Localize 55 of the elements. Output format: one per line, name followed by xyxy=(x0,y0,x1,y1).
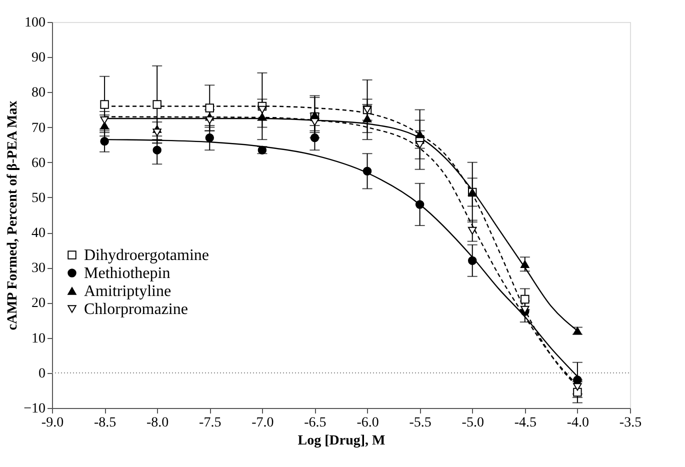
x-tick-label: -7.0 xyxy=(252,416,274,430)
x-tick-label: -7.5 xyxy=(199,416,222,430)
y-tick-label: 70 xyxy=(32,120,46,136)
point xyxy=(258,112,267,121)
point xyxy=(152,128,162,136)
y-tick-label: 20 xyxy=(32,296,46,312)
y-axis-title: cAMP Formed, Percent of β-PEA Max xyxy=(6,100,21,330)
point xyxy=(468,256,477,265)
point xyxy=(573,388,582,397)
point xyxy=(205,133,214,142)
y-tick-label: −10 xyxy=(24,402,46,416)
y-tick-label: 40 xyxy=(32,226,46,242)
point xyxy=(520,260,530,268)
x-tick-label: -8.0 xyxy=(146,416,169,430)
x-tick-label: -4.5 xyxy=(514,416,536,430)
y-tick-label: 80 xyxy=(32,86,46,101)
y-tick-label: 10 xyxy=(32,331,46,346)
point xyxy=(310,133,320,142)
x-tick-label: -6.0 xyxy=(356,416,379,430)
y-tick-label: 50 xyxy=(32,190,46,206)
y-tick-label: 60 xyxy=(32,156,46,171)
y-tick-label: 100 xyxy=(24,16,46,30)
point xyxy=(100,122,109,130)
point xyxy=(573,383,582,391)
x-tick-label: -6.5 xyxy=(304,416,326,430)
x-axis-title: Log [Drug], M xyxy=(298,434,386,448)
y-tick-label: 30 xyxy=(32,261,46,276)
point xyxy=(362,114,372,122)
x-tick-label: -8.5 xyxy=(94,416,116,430)
legend-label: Chlorpromazine xyxy=(84,301,188,318)
x-tick-label: -5.0 xyxy=(462,416,484,430)
point xyxy=(100,136,109,146)
point xyxy=(362,166,372,176)
x-tick-label: -4.0 xyxy=(566,416,590,430)
legend-label: Amitriptyline xyxy=(84,283,172,300)
point xyxy=(415,140,424,149)
x-tick-label: -9.0 xyxy=(41,416,64,430)
legend-label: Methiothepin xyxy=(84,265,170,282)
point xyxy=(415,130,424,138)
y-tick-label: 90 xyxy=(32,50,46,66)
point xyxy=(415,200,424,209)
point xyxy=(100,100,109,109)
legend-label: Dihydroergotamine xyxy=(84,247,210,264)
point xyxy=(468,226,477,235)
point xyxy=(205,104,214,112)
y-tick-label: 0 xyxy=(38,366,46,382)
x-tick-label: -5.5 xyxy=(409,416,432,430)
point xyxy=(520,294,530,304)
x-tick-label: -3.5 xyxy=(619,416,642,430)
point xyxy=(310,118,320,126)
point xyxy=(152,146,162,154)
point xyxy=(573,376,582,384)
point xyxy=(205,116,214,124)
point xyxy=(258,106,267,114)
point xyxy=(152,100,162,109)
